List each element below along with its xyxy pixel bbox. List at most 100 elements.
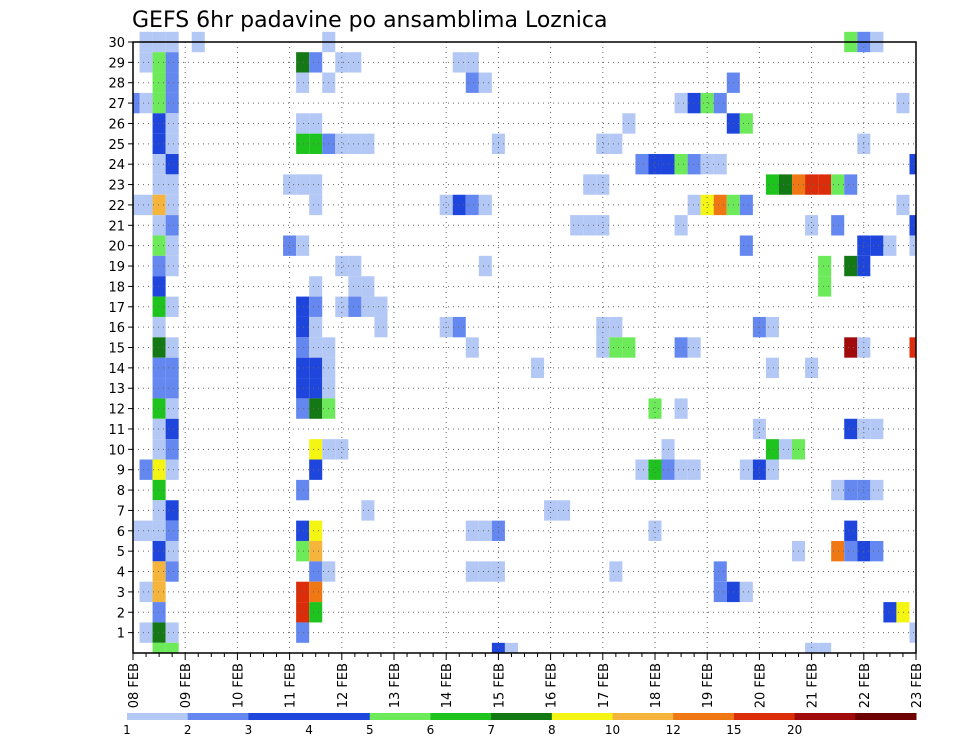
heatmap-cell xyxy=(152,337,166,358)
y-tick-label: 22 xyxy=(108,199,125,214)
legend-swatch xyxy=(430,713,492,720)
heatmap-cell xyxy=(805,174,819,195)
heatmap-cell xyxy=(296,602,310,623)
heatmap-cell xyxy=(152,602,166,623)
heatmap-cell xyxy=(296,72,310,93)
heatmap-cell xyxy=(309,602,323,623)
legend-label: 20 xyxy=(787,723,802,737)
heatmap-cell xyxy=(309,439,323,460)
y-tick-label: 13 xyxy=(108,382,125,397)
heatmap-cell xyxy=(883,235,897,256)
heatmap-cell xyxy=(152,215,166,236)
heatmap-cell xyxy=(152,255,166,277)
heatmap-cell xyxy=(700,194,714,216)
heatmap-cell xyxy=(361,276,375,297)
y-tick-label: 23 xyxy=(108,179,125,194)
heatmap-cell xyxy=(309,52,323,73)
heatmap-cell xyxy=(165,296,179,317)
heatmap-cell xyxy=(687,194,701,216)
heatmap-cell xyxy=(139,92,153,114)
heatmap-cell xyxy=(165,92,179,114)
y-tick-label: 1 xyxy=(117,627,125,642)
heatmap-cell xyxy=(909,215,916,236)
heatmap-cell xyxy=(165,255,179,277)
heatmap-cell xyxy=(687,459,701,480)
y-tick-label: 5 xyxy=(117,545,125,560)
y-tick-label: 24 xyxy=(108,158,125,173)
heatmap-cell xyxy=(752,459,766,480)
heatmap-cell xyxy=(674,215,688,236)
heatmap-cell xyxy=(296,378,310,399)
x-tick-label: 22 FEB xyxy=(858,663,873,708)
heatmap-cell xyxy=(348,296,362,317)
heatmap-cell xyxy=(674,154,688,175)
y-tick-label: 27 xyxy=(108,97,125,112)
heatmap-cell xyxy=(296,479,310,501)
heatmap-cell xyxy=(844,337,858,358)
heatmap-cell xyxy=(609,133,623,155)
y-tick-label: 6 xyxy=(117,525,125,540)
heatmap-cell xyxy=(831,174,845,195)
heatmap-cell xyxy=(152,581,166,603)
heatmap-cell xyxy=(504,642,518,653)
heatmap-cell xyxy=(152,520,166,541)
heatmap-cell xyxy=(309,398,323,419)
heatmap-cell xyxy=(152,194,166,216)
heatmap-cell xyxy=(165,215,179,236)
heatmap-cell xyxy=(296,52,310,73)
legend-label: 4 xyxy=(305,723,313,737)
heatmap-cell xyxy=(296,337,310,358)
x-axis: 08 FEB 09 FEB 10 FEB 11 FEB 12 FEB 13 FEB 14 F… xyxy=(127,653,925,708)
heatmap-cell xyxy=(165,133,179,155)
heatmap-cell xyxy=(778,174,793,195)
heatmap-cell xyxy=(165,72,179,93)
heatmap-cell xyxy=(152,174,166,195)
heatmap-cell xyxy=(583,215,597,236)
y-tick-label: 18 xyxy=(108,280,125,295)
heatmap-cell xyxy=(152,459,166,480)
heatmap-cell xyxy=(465,72,479,93)
heatmap-cell xyxy=(648,154,662,175)
x-tick-label: 17 FEB xyxy=(597,663,612,708)
legend-swatch xyxy=(248,713,310,720)
y-tick-label: 28 xyxy=(108,77,125,92)
x-tick-label: 09 FEB xyxy=(179,663,194,708)
grid-layer xyxy=(133,41,916,653)
heatmap-cell xyxy=(152,418,166,440)
heatmap-cell xyxy=(674,337,688,358)
legend-swatch xyxy=(369,713,431,720)
heatmap-cell xyxy=(152,378,166,399)
heatmap-cell xyxy=(609,316,623,338)
heatmap-cell xyxy=(465,561,479,582)
heatmap-cell xyxy=(818,642,832,653)
y-tick-label: 29 xyxy=(108,56,125,71)
cells-layer xyxy=(133,31,916,653)
y-tick-label: 16 xyxy=(108,321,125,336)
heatmap-cell xyxy=(335,439,349,460)
heatmap-cell xyxy=(361,296,375,317)
legend-swatch xyxy=(187,713,249,720)
heatmap-cell xyxy=(844,174,858,195)
heatmap-cell xyxy=(896,194,910,216)
y-tick-label: 30 xyxy=(108,36,125,51)
heatmap-cell xyxy=(296,296,310,317)
heatmap-cell xyxy=(635,459,649,480)
x-tick-label: 21 FEB xyxy=(806,663,821,708)
legend-label: 1 xyxy=(123,723,131,737)
heatmap-cell xyxy=(452,316,466,338)
heatmap-cell xyxy=(152,276,166,297)
y-tick-label: 9 xyxy=(117,464,125,479)
heatmap-cell xyxy=(296,520,310,541)
heatmap-cell xyxy=(635,154,649,175)
legend-swatch xyxy=(309,713,371,720)
heatmap-cell xyxy=(309,316,323,338)
heatmap-cell xyxy=(152,52,166,73)
x-tick-label: 20 FEB xyxy=(753,663,768,708)
heatmap-cell xyxy=(752,418,766,440)
heatmap-cell xyxy=(165,418,179,440)
heatmap-cell xyxy=(896,92,910,114)
heatmap-cell xyxy=(309,133,323,155)
heatmap-cell xyxy=(739,235,753,256)
heatmap-cell xyxy=(465,520,479,541)
